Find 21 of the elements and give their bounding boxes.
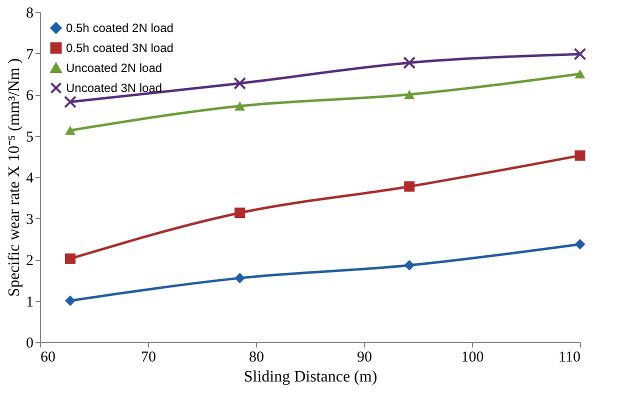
y-tick-label: 1 — [26, 294, 34, 310]
legend-label: Uncoated 3N load — [66, 81, 162, 95]
y-tick-label: 0 — [26, 336, 34, 352]
x-axis-title: Sliding Distance (m) — [244, 368, 378, 386]
legend-label: Uncoated 2N load — [66, 61, 162, 75]
y-tick-label: 7 — [26, 46, 34, 63]
legend-label: 0.5h coated 2N load — [66, 21, 174, 35]
y-tick-label: 6 — [26, 88, 34, 104]
x-tick-label: 80 — [249, 350, 264, 366]
y-tick-label: 5 — [26, 129, 34, 146]
y-tick-label: 2 — [26, 253, 34, 269]
x-tick-label: 90 — [357, 350, 372, 366]
y-tick-label: 8 — [26, 6, 34, 22]
x-tick-label: 110 — [558, 350, 580, 366]
y-tick-label: 4 — [26, 170, 34, 186]
legend-label: 0.5h coated 3N load — [66, 41, 174, 55]
y-axis-title: Specific wear rate X 10⁻⁵ (mm³/Nm ) — [6, 58, 23, 297]
x-tick-label: 70 — [141, 350, 156, 366]
x-tick-label: 100 — [461, 350, 484, 366]
y-tick-label: 3 — [26, 212, 34, 228]
x-tick-label: 60 — [40, 350, 56, 366]
